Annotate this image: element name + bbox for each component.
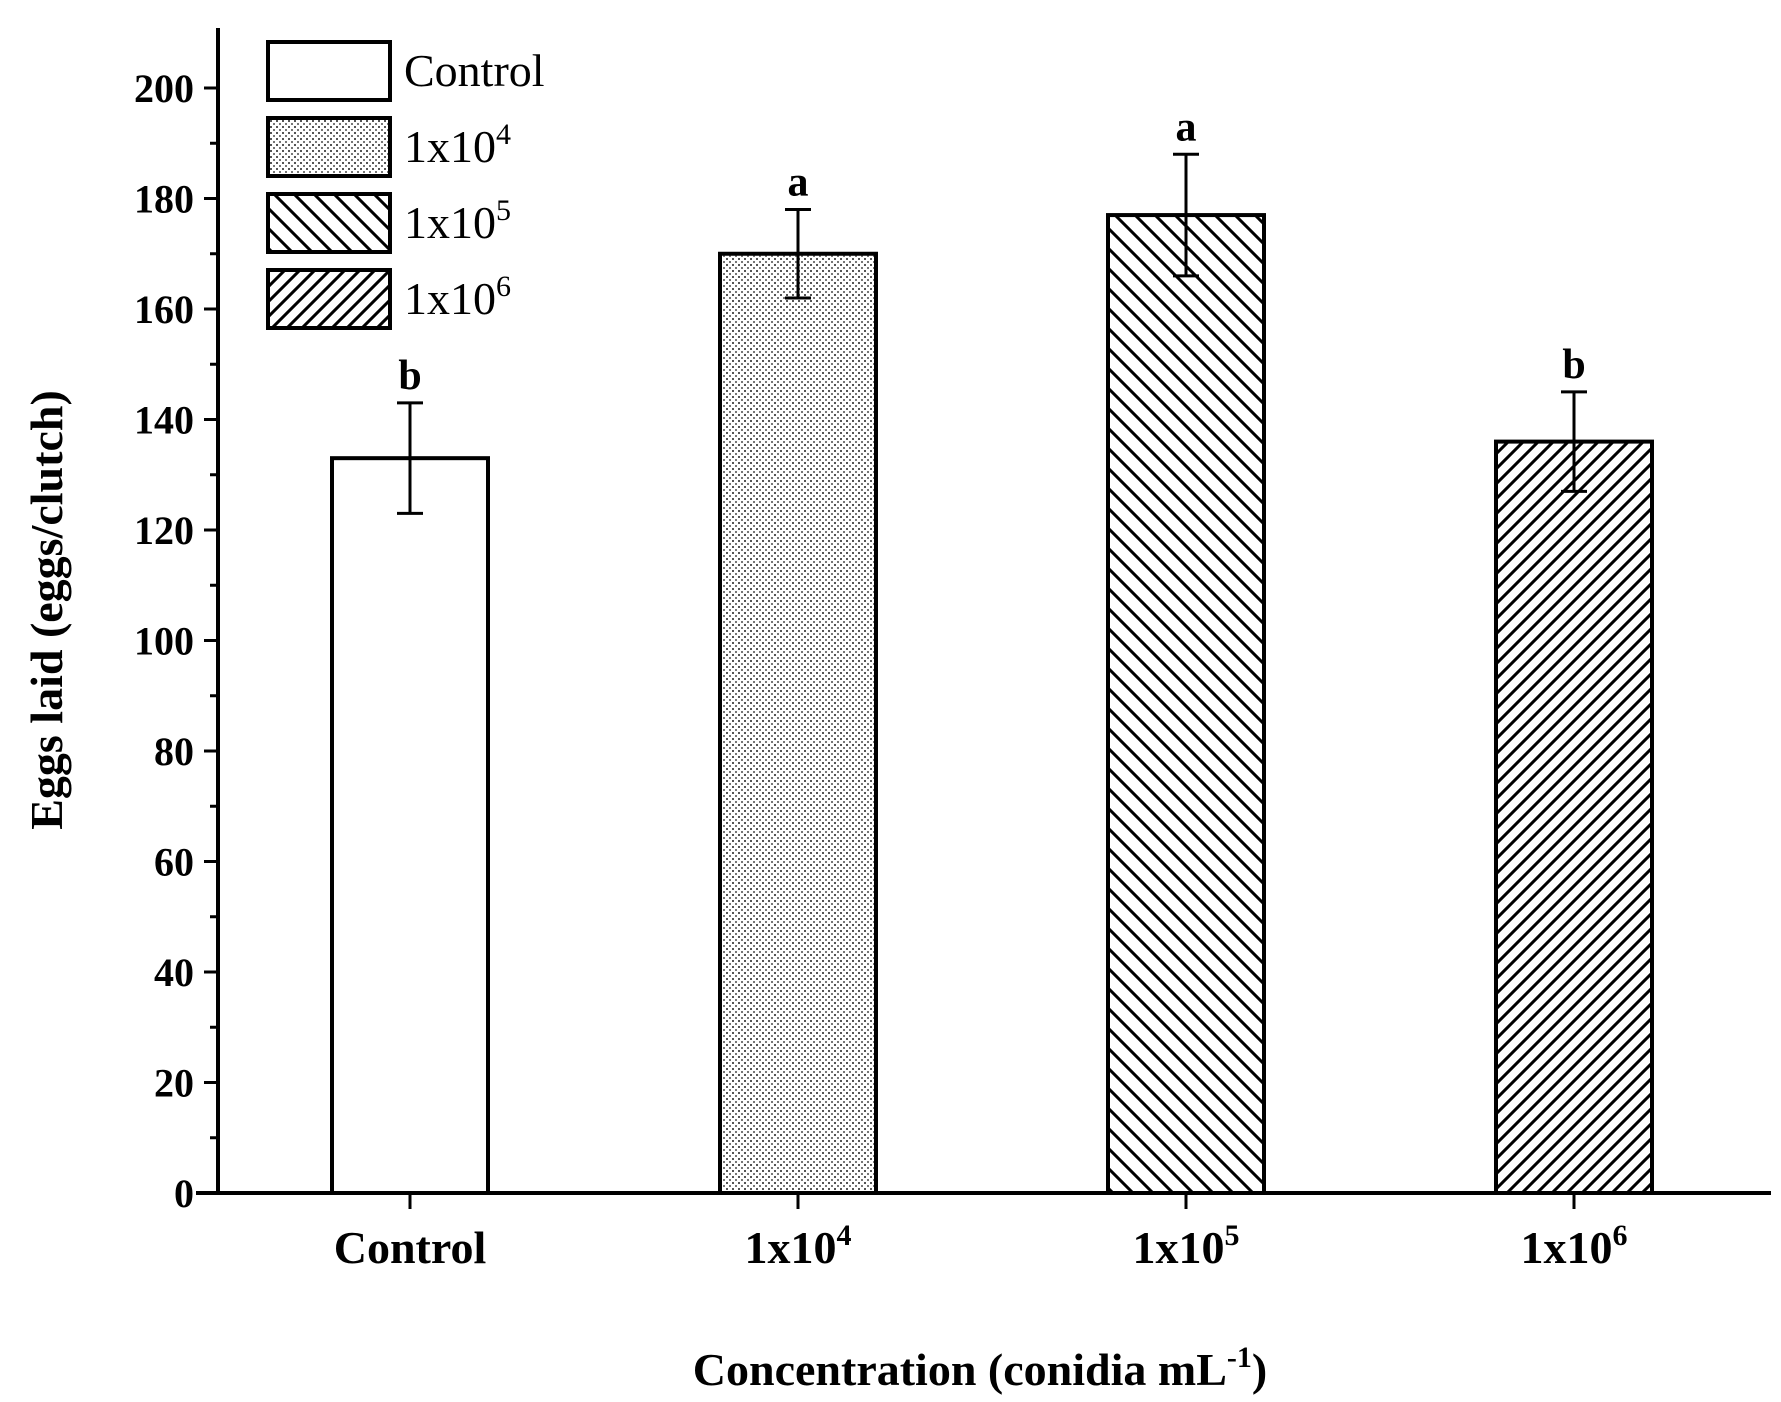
y-tick-label: 160	[134, 287, 194, 332]
y-axis-title: Eggs laid (eggs/clutch)	[21, 390, 72, 830]
x-tick-label-sup: 4	[837, 1219, 852, 1252]
legend-label: 1x104	[404, 118, 511, 172]
significance-letter: a	[1176, 104, 1197, 150]
y-tick-label: 80	[154, 729, 194, 774]
bar	[1106, 213, 1266, 1195]
y-tick-label: 120	[134, 508, 194, 553]
y-tick-label: 180	[134, 177, 194, 222]
bars: b a a b	[330, 104, 1654, 1196]
legend-label: 1x106	[404, 270, 511, 324]
x-axis-title-close: )	[1252, 1344, 1267, 1395]
x-tick-label-base: 1x10	[1521, 1222, 1613, 1273]
y-axis: 0 20 40 60 80 100 120 140 160 180 200	[134, 28, 220, 1216]
y-tick-label: 20	[154, 1061, 194, 1106]
y-ticks: 0 20 40 60 80 100 120 140 160 180 200	[134, 66, 218, 1216]
y-tick-label: 60	[154, 840, 194, 885]
legend-label-sup: 4	[496, 118, 511, 151]
legend-swatch	[266, 192, 392, 254]
legend-label-base: Control	[404, 45, 545, 96]
y-tick-label: 0	[174, 1171, 194, 1216]
legend-swatch	[266, 40, 392, 102]
legend-label-sup: 6	[496, 270, 511, 303]
legend-label: Control	[404, 45, 545, 96]
x-tick-label: 1x104	[745, 1219, 852, 1273]
x-axis: Control 1x104 1x105 1x106	[196, 1191, 1771, 1273]
x-tick-label-base: Control	[334, 1222, 487, 1273]
legend-label-base: 1x10	[404, 121, 496, 172]
y-tick-label: 100	[134, 619, 194, 664]
x-tick-label-sup: 5	[1225, 1219, 1240, 1252]
significance-letter: a	[788, 160, 809, 206]
x-tick-label-base: 1x10	[745, 1222, 837, 1273]
legend-label-base: 1x10	[404, 197, 496, 248]
legend-label: 1x105	[404, 194, 511, 248]
legend-label-sup: 5	[496, 194, 511, 227]
x-tick-label: Control	[334, 1222, 487, 1273]
significance-letter: b	[398, 353, 421, 399]
x-axis-title: Concentration (conidia mL-1)	[693, 1341, 1267, 1395]
y-tick-label: 40	[154, 950, 194, 995]
legend-label-base: 1x10	[404, 273, 496, 324]
legend-swatch	[266, 116, 392, 178]
bar	[718, 251, 878, 1195]
y-tick-label: 140	[134, 398, 194, 443]
significance-letter: b	[1562, 342, 1585, 388]
x-tick-label: 1x105	[1133, 1219, 1240, 1273]
bar	[1494, 439, 1654, 1196]
x-tick-label: 1x106	[1521, 1219, 1628, 1273]
x-axis-title-sup: -1	[1227, 1341, 1252, 1374]
legend-swatch	[266, 268, 392, 330]
x-axis-title-main: Concentration (conidia mL	[693, 1344, 1227, 1395]
x-tick-label-sup: 6	[1613, 1219, 1628, 1252]
x-ticks: Control 1x104 1x105 1x106	[334, 1193, 1628, 1273]
x-tick-label-base: 1x10	[1133, 1222, 1225, 1273]
y-tick-label: 200	[134, 66, 194, 111]
bar	[330, 456, 490, 1195]
